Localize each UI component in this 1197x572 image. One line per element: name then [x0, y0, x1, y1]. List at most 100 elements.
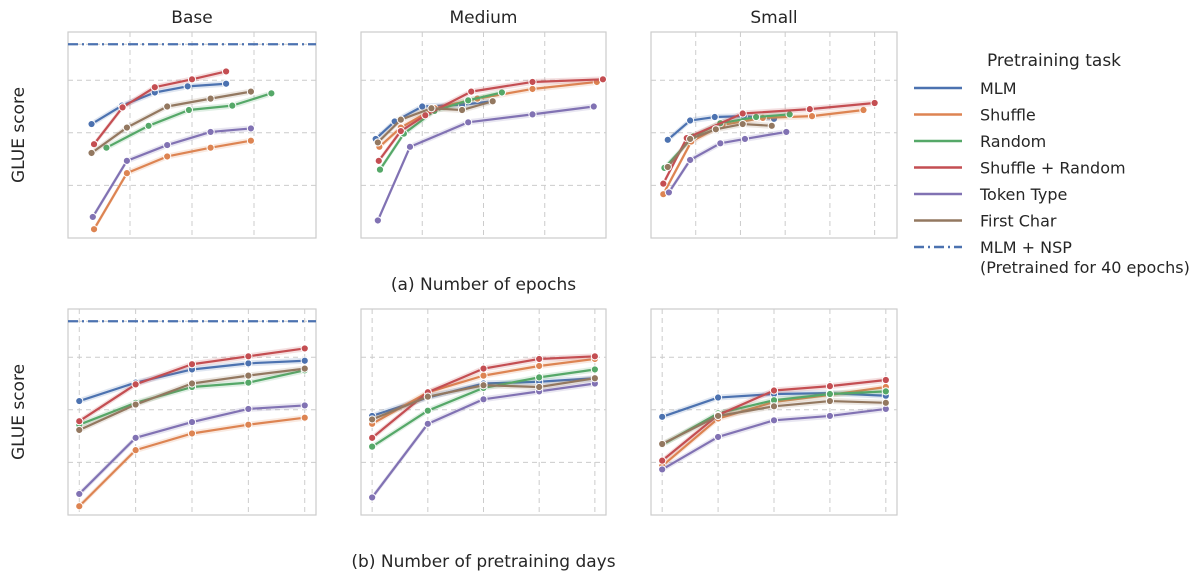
legend-label-first-char: First Char [980, 212, 1057, 231]
data-point-random [590, 365, 599, 374]
series-band-token-type [372, 380, 595, 501]
data-point-shuffle [859, 105, 868, 115]
data-point-first-char [479, 381, 488, 390]
data-point-token-type [368, 493, 377, 502]
data-point-first-char [122, 123, 132, 132]
series-band-random [372, 366, 595, 450]
data-point-token-type [373, 216, 382, 225]
data-point-shuffle-random [769, 386, 779, 395]
legend-label-shuffle-random: Shuffle + Random [980, 159, 1126, 178]
data-point-first-char [206, 94, 215, 103]
data-point-mlm [75, 396, 84, 406]
data-point-shuffle [244, 420, 253, 429]
panel-title: Base [171, 8, 212, 28]
data-point-token-type [75, 489, 84, 499]
data-point-shuffle-random [659, 179, 668, 188]
data-point-mlm [686, 116, 695, 125]
data-point-token-type [686, 155, 695, 165]
data-point-token-type [131, 433, 140, 442]
data-point-random [881, 387, 890, 396]
data-point-shuffle-random [805, 105, 814, 114]
plot-frame [360, 31, 607, 239]
legend-label-random: Random [980, 132, 1046, 151]
data-point-random [144, 121, 153, 130]
data-point-first-char [163, 102, 172, 111]
data-point-token-type [206, 127, 215, 137]
plot-frame [360, 308, 607, 516]
chart-panel-1: Base GLUE score [9, 8, 317, 239]
data-point-shuffle-random [244, 352, 253, 361]
data-point-random [423, 406, 432, 415]
data-point-random [368, 442, 377, 451]
legend-label-token-type: Token Type [979, 185, 1067, 204]
data-point-mlm [418, 102, 427, 111]
legend-label-mlm: MLM [980, 79, 1017, 98]
data-point-first-char [396, 115, 405, 124]
data-point-first-char [187, 379, 197, 388]
data-point-first-char [713, 411, 723, 421]
data-point-shuffle-random [738, 109, 747, 118]
data-point-token-type [713, 432, 723, 442]
data-point-token-type [405, 142, 415, 151]
data-point-mlm [222, 79, 231, 88]
data-point-token-type [479, 395, 488, 404]
x-axis-label: (a) Number of epochs [391, 275, 576, 295]
legend-title: Pretraining task [987, 51, 1121, 71]
data-point-shuffle-random [222, 67, 231, 76]
data-point-shuffle-random [75, 417, 84, 426]
legend-label-shuffle: Shuffle [980, 106, 1036, 125]
data-point-first-char [427, 104, 436, 113]
data-point-random [497, 88, 506, 97]
data-point-token-type [825, 411, 835, 421]
data-point-token-type [664, 188, 673, 197]
data-point-random [102, 143, 111, 152]
legend-label-mlm-nsp: MLM + NSP [980, 238, 1072, 257]
x-axis-label: (b) Number of pretraining days [351, 552, 615, 572]
data-point-shuffle [528, 84, 537, 94]
data-point-token-type [464, 118, 473, 127]
data-point-shuffle-random [598, 75, 608, 84]
data-point-mlm [87, 119, 96, 129]
chart-panel-2: Medium (a) Number of epochs [360, 8, 608, 295]
data-point-shuffle [206, 143, 215, 152]
data-point-shuffle-random [479, 364, 488, 373]
series-band-shuffle [372, 355, 595, 427]
data-point-token-type [122, 156, 132, 165]
data-point-first-char [825, 396, 835, 406]
data-point-mlm [663, 135, 672, 144]
data-point-token-type [740, 134, 750, 144]
data-point-mlm [244, 359, 253, 368]
data-point-shuffle [479, 371, 488, 380]
plot-frame [650, 31, 898, 239]
data-point-first-char [663, 162, 672, 172]
data-point-shuffle-random [187, 75, 197, 84]
data-point-shuffle-random [870, 98, 879, 108]
data-point-first-char [488, 97, 497, 106]
data-point-mlm [710, 112, 719, 122]
data-point-shuffle-random [396, 126, 405, 136]
data-point-first-char [767, 121, 776, 130]
chart-panel-3: Small [650, 8, 898, 239]
legend-label-mlm-nsp-note: (Pretrained for 40 epochs) [980, 258, 1190, 277]
data-point-first-char [87, 148, 96, 158]
data-point-shuffle [300, 413, 309, 422]
data-point-mlm [183, 82, 192, 91]
data-point-shuffle-random [528, 77, 537, 87]
data-point-shuffle-random [881, 375, 890, 385]
data-point-mlm [300, 356, 309, 365]
data-point-first-char [535, 382, 544, 392]
data-point-first-char [368, 415, 377, 424]
data-point-shuffle [535, 361, 544, 371]
data-point-first-char [246, 87, 255, 96]
data-point-first-char [711, 125, 720, 134]
series-band-shuffle [94, 137, 251, 233]
data-point-first-char [457, 105, 467, 115]
data-point-token-type [187, 417, 197, 427]
data-point-token-type [244, 404, 253, 414]
data-point-shuffle-random [150, 83, 159, 92]
data-point-random [825, 389, 835, 399]
data-point-mlm [658, 412, 667, 421]
data-point-first-char [75, 425, 84, 435]
y-axis-label: GLUE score [9, 87, 29, 183]
